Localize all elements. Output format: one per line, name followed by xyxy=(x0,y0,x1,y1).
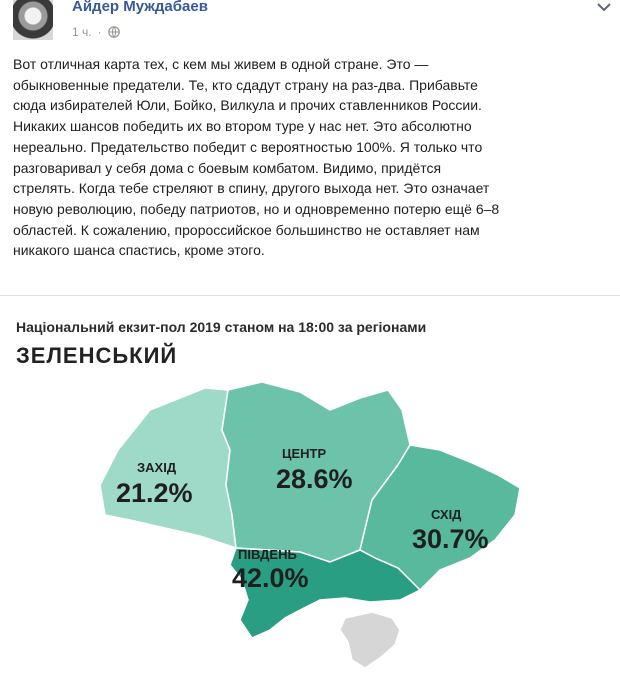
chevron-down-icon[interactable] xyxy=(597,2,611,12)
region-east-label: СХІД xyxy=(431,507,462,522)
author-name[interactable]: Айдер Муждабаев xyxy=(72,0,208,15)
region-west-label: ЗАХІД xyxy=(137,460,177,475)
avatar[interactable] xyxy=(13,0,53,40)
region-east-value: 30.7% xyxy=(412,524,489,554)
divider xyxy=(0,295,620,296)
region-crimea-shape xyxy=(339,611,401,669)
map-subtitle: Національний екзит-пол 2019 станом на 18… xyxy=(16,319,427,335)
region-west-value: 21.2% xyxy=(116,478,193,508)
ukraine-map: ЗАХІД 21.2% ЦЕНТР 28.6% СХІД 30.7% ПІВДЕ… xyxy=(99,381,521,669)
post-header: Айдер Муждабаев 1 ч. · xyxy=(13,0,613,46)
exit-poll-map-image[interactable]: Національний екзит-пол 2019 станом на 18… xyxy=(0,300,620,694)
post-text: Вот отличная карта тех, с кем мы живем в… xyxy=(13,56,500,259)
post-time[interactable]: 1 ч. xyxy=(72,25,92,39)
globe-icon[interactable] xyxy=(107,26,120,38)
region-south-value: 42.0% xyxy=(232,563,309,593)
map-title: ЗЕЛЕНСЬКИЙ xyxy=(16,343,178,368)
region-south-label: ПІВДЕНЬ xyxy=(238,547,297,562)
region-center-value: 28.6% xyxy=(276,464,353,494)
separator-dot: · xyxy=(97,25,102,39)
region-east-shape xyxy=(359,444,521,592)
post-meta: 1 ч. · xyxy=(72,25,120,39)
region-center-label: ЦЕНТР xyxy=(282,446,326,461)
region-south-shape xyxy=(229,547,422,639)
